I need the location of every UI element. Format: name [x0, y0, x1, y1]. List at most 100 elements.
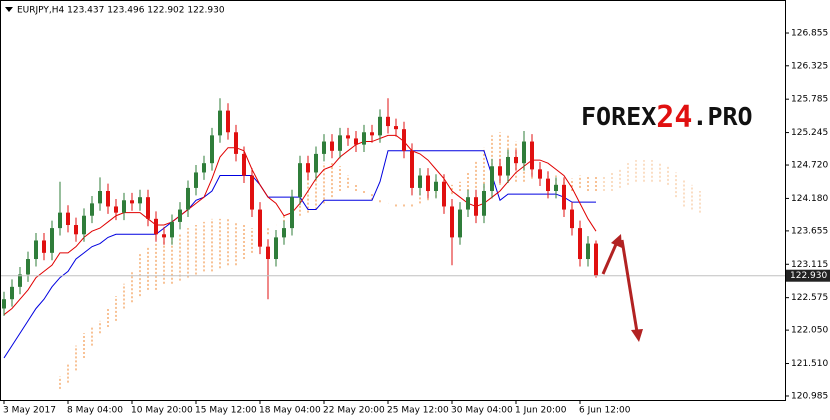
candle-body	[50, 228, 54, 253]
candle-body	[514, 156, 518, 164]
y-tick-label: 124.180	[791, 194, 828, 204]
candle-body	[594, 243, 598, 276]
candle-body	[34, 240, 38, 260]
candle-body	[58, 212, 62, 229]
x-tick-label: 1 Jun 20:00	[515, 406, 567, 416]
x-tick-label: 25 May 12:00	[387, 406, 449, 416]
candle-body	[266, 246, 270, 260]
x-tick-label: 8 May 04:00	[67, 406, 123, 416]
candle-body	[10, 286, 14, 300]
candle-body	[90, 203, 94, 216]
x-tick-label: 18 May 04:00	[259, 406, 321, 416]
candle-body	[122, 200, 126, 213]
candle-body	[210, 135, 214, 164]
candle-body	[530, 141, 534, 170]
candle-body	[154, 218, 158, 235]
y-tick-label: 125.245	[791, 128, 828, 138]
candle-body	[170, 221, 174, 238]
candle-body	[146, 197, 150, 219]
menu-triangle[interactable]	[5, 7, 13, 12]
candle-body	[450, 206, 454, 238]
candle-body	[242, 153, 246, 176]
candle-body	[26, 259, 30, 275]
x-tick-label: 10 May 20:00	[131, 406, 193, 416]
logo-part: .PRO	[692, 102, 752, 131]
candle-body	[2, 299, 6, 309]
candle-body	[570, 209, 574, 229]
candle-body	[306, 163, 310, 173]
candle-body	[298, 163, 302, 198]
candle-body	[522, 141, 526, 164]
candle-body	[106, 191, 110, 207]
candle-body	[546, 178, 550, 192]
candle-body	[554, 184, 558, 192]
logo-part: FOREX	[581, 102, 656, 131]
candle-body	[482, 191, 486, 216]
candle-body	[186, 187, 190, 210]
y-tick-label: 123.115	[791, 260, 828, 270]
x-tick-label: 6 Jun 12:00	[579, 406, 631, 416]
logo-part: 24	[656, 100, 692, 135]
y-tick-label: 121.510	[791, 359, 828, 369]
candle-body	[130, 200, 134, 204]
candle-body	[138, 197, 142, 204]
candle-body	[162, 234, 166, 238]
candle-body	[394, 126, 398, 130]
candle-body	[370, 132, 374, 136]
candle-body	[290, 197, 294, 229]
candle-body	[418, 175, 422, 188]
candle-body	[322, 141, 326, 154]
candle-body	[98, 191, 102, 204]
x-tick-label: 30 May 04:00	[451, 406, 513, 416]
candle-body	[434, 181, 438, 192]
candle-body	[18, 274, 22, 287]
y-tick-label: 124.720	[791, 161, 828, 171]
y-tick-label: 126.855	[791, 29, 828, 39]
candle-body	[506, 156, 510, 176]
candle-body	[282, 228, 286, 238]
candle-body	[442, 181, 446, 207]
candle-body	[202, 163, 206, 173]
candle-body	[378, 116, 382, 136]
candle-body	[458, 209, 462, 238]
arrow-head	[611, 234, 622, 248]
plot-border	[0, 0, 786, 401]
y-tick-label: 126.325	[791, 61, 828, 71]
candle-body	[562, 184, 566, 210]
candle-body	[490, 166, 494, 192]
candle-body	[410, 150, 414, 188]
candle-body	[314, 153, 318, 173]
y-tick-label: 122.050	[791, 326, 828, 336]
candle-body	[426, 175, 430, 192]
y-tick-label: 120.985	[791, 391, 828, 401]
candle-body	[274, 237, 278, 260]
candle-body	[42, 240, 46, 253]
candle-body	[338, 135, 342, 151]
candle-body	[466, 197, 470, 210]
y-tick-label: 123.655	[791, 226, 828, 236]
candle-body	[234, 132, 238, 154]
last-price-box	[786, 269, 830, 282]
candle-body	[330, 141, 334, 151]
candle-body	[218, 110, 222, 136]
last-price-label: 122.930	[790, 271, 827, 281]
x-tick-label: 15 May 12:00	[195, 406, 257, 416]
candle-body	[362, 132, 366, 145]
arrow-head	[631, 329, 643, 342]
x-tick-label: 22 May 20:00	[323, 406, 385, 416]
arrow	[601, 241, 619, 275]
candle-body	[538, 169, 542, 179]
y-tick-label: 125.785	[791, 95, 828, 105]
candle-body	[250, 175, 254, 210]
candle-body	[578, 228, 582, 260]
forecast-arrows	[601, 234, 643, 342]
candle-body	[226, 110, 230, 133]
candle-body	[178, 209, 182, 222]
candle-body	[402, 129, 406, 151]
candle-body	[346, 135, 350, 139]
candle-body	[258, 209, 262, 247]
arrow	[620, 239, 639, 333]
candle-body	[74, 225, 78, 235]
